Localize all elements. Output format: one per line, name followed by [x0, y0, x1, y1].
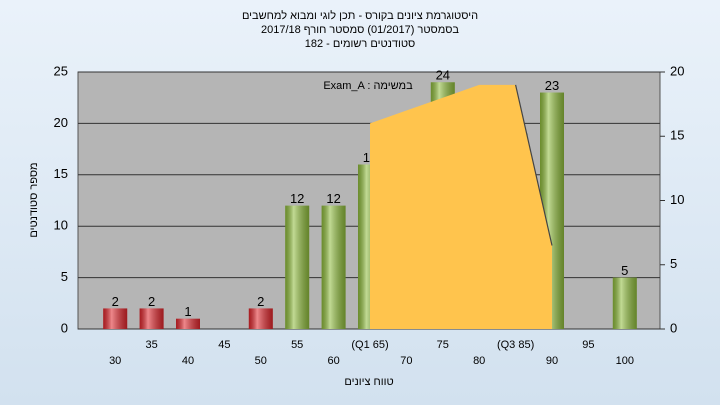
x-axis-label: טווח ציונים — [344, 376, 393, 388]
y-axis-label: מספר סטודנטים — [28, 162, 40, 237]
x-tick-label: 30 — [109, 355, 121, 367]
y2-tick-label: 5 — [670, 256, 677, 271]
bar-shading — [285, 205, 310, 329]
x-tick-label: 55 — [291, 339, 303, 351]
y2-tick-label: 20 — [670, 63, 684, 78]
x-tick-label: 90 — [546, 355, 558, 367]
data-label: 2 — [257, 294, 264, 309]
area-edge — [515, 84, 553, 246]
y-tick-label: 20 — [54, 115, 68, 130]
x-tick-label: 70 — [400, 355, 412, 367]
x-tick-label: 35 — [145, 339, 157, 351]
y-tick-label: 10 — [54, 218, 68, 233]
bar-shading — [103, 308, 128, 329]
chart-title: היסטוגרמת ציונים בקורס - תכן לוגי ומבוא … — [242, 9, 478, 22]
data-label: 1 — [184, 304, 191, 319]
x-tick-label: (Q3 85) — [497, 339, 534, 351]
bar-shading — [176, 318, 200, 329]
x-tick-label: 95 — [582, 339, 594, 351]
data-label: 12 — [326, 191, 340, 206]
x-tick-label: 80 — [473, 355, 485, 367]
y2-tick-label: 15 — [670, 128, 684, 143]
x-tick-label: 60 — [327, 355, 339, 367]
y2-tick-label: 0 — [670, 320, 677, 335]
data-label: 24 — [436, 68, 450, 83]
bar-shading — [248, 308, 273, 329]
y-tick-label: 5 — [61, 269, 68, 284]
data-label: 2 — [112, 294, 119, 309]
data-label: 2 — [148, 294, 155, 309]
x-tick-label: 50 — [255, 355, 267, 367]
chart-subtitle: סטודנטים רשומים - 182 — [305, 38, 416, 50]
area — [370, 84, 552, 329]
y-tick-label: 0 — [61, 320, 68, 335]
bar-shading — [612, 277, 637, 329]
annotation: Exam_A : במשימה — [323, 80, 413, 92]
chart-subtitle: בסמסטר (01/2017) סמסטר חורף 2017/18 — [261, 24, 459, 36]
bar-shading — [321, 205, 346, 329]
x-tick-label: 75 — [437, 339, 449, 351]
data-label: 12 — [290, 191, 304, 206]
x-tick-label: (Q1 65) — [351, 339, 388, 351]
data-label: 23 — [545, 78, 559, 93]
y-tick-label: 15 — [54, 166, 68, 181]
y2-tick-label: 10 — [670, 192, 684, 207]
bar-shading — [139, 308, 164, 329]
x-tick-label: 45 — [218, 339, 230, 351]
x-tick-label: 100 — [616, 355, 634, 367]
y-tick-label: 25 — [54, 63, 68, 78]
data-label: 5 — [621, 263, 628, 278]
x-tick-label: 40 — [182, 355, 194, 367]
